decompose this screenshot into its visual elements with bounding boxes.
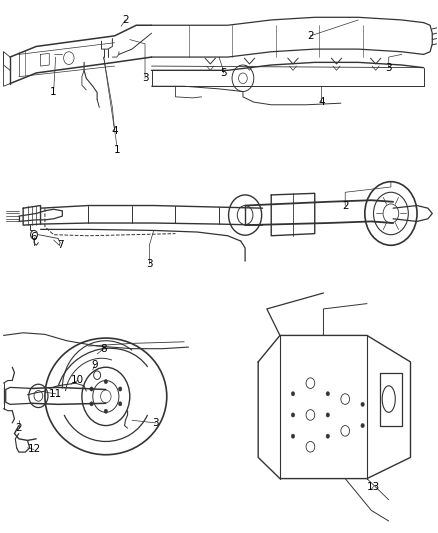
Text: 3: 3 <box>142 73 148 83</box>
Circle shape <box>326 413 329 417</box>
Text: 11: 11 <box>49 389 63 399</box>
Text: 12: 12 <box>28 445 41 455</box>
Text: 3: 3 <box>146 259 153 269</box>
Text: 3: 3 <box>152 418 159 428</box>
Text: 2: 2 <box>15 423 22 433</box>
Text: 9: 9 <box>92 360 98 369</box>
Text: 3: 3 <box>385 63 392 72</box>
Text: 4: 4 <box>111 126 118 136</box>
Text: 4: 4 <box>318 97 325 107</box>
Circle shape <box>104 409 108 414</box>
Text: 6: 6 <box>31 232 37 243</box>
Circle shape <box>104 379 108 384</box>
Text: 7: 7 <box>57 240 64 251</box>
Text: 13: 13 <box>367 481 380 491</box>
Circle shape <box>361 423 364 427</box>
Circle shape <box>90 387 93 391</box>
Text: 2: 2 <box>122 15 129 25</box>
Text: 2: 2 <box>342 200 349 211</box>
Circle shape <box>90 402 93 406</box>
Circle shape <box>118 387 122 391</box>
Circle shape <box>326 434 329 438</box>
Circle shape <box>326 392 329 396</box>
Circle shape <box>291 434 295 438</box>
Text: 1: 1 <box>113 145 120 155</box>
Text: 10: 10 <box>71 375 84 385</box>
Text: 5: 5 <box>220 68 226 78</box>
Text: 2: 2 <box>307 31 314 41</box>
Circle shape <box>361 402 364 407</box>
Text: 8: 8 <box>100 344 107 354</box>
Circle shape <box>118 402 122 406</box>
Circle shape <box>291 413 295 417</box>
Circle shape <box>291 392 295 396</box>
Text: 1: 1 <box>50 86 57 96</box>
